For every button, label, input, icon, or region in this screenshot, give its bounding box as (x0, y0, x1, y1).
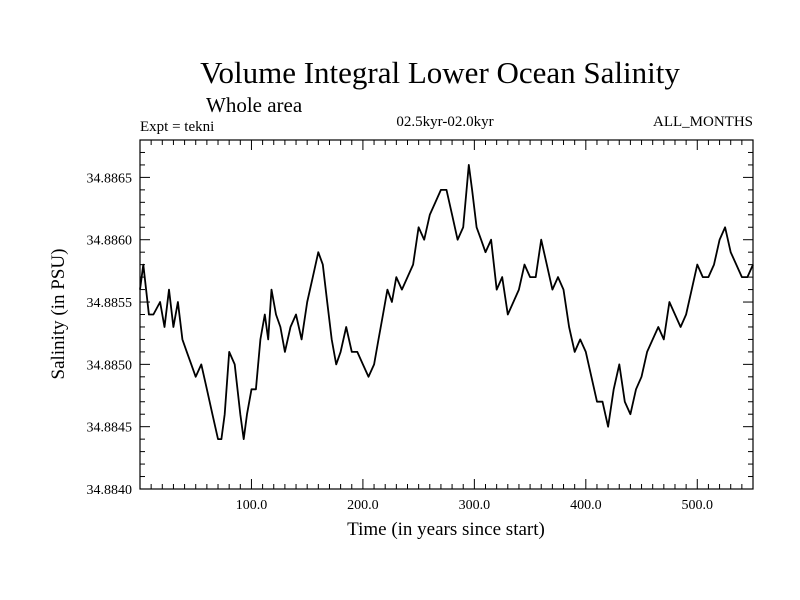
series-layer (139, 163, 754, 441)
x-tick-label: 300.0 (459, 498, 491, 513)
y-tick-label: 34.8850 (87, 358, 133, 373)
x-tick-label: 500.0 (682, 498, 714, 513)
y-tick-label: 34.8860 (87, 234, 133, 249)
series-line-salinity (139, 163, 754, 441)
y-tick-label: 34.8840 (87, 483, 133, 498)
y-tick-label: 34.8855 (87, 296, 133, 311)
y-tick-label: 34.8865 (87, 171, 133, 186)
x-tick-label: 200.0 (347, 498, 379, 513)
months-label: ALL_MONTHS (653, 114, 753, 130)
axis-ticks: 100.0 200.0 300.0 400.0 500.0 34.8840 34.8845 3… (87, 140, 753, 513)
period-label: 02.5kyr-02.0kyr (396, 114, 493, 130)
x-tick-label: 400.0 (570, 498, 602, 513)
x-tick-label: 100.0 (236, 498, 268, 513)
plot-frame (139, 139, 754, 490)
x-axis-label: Time (in years since start) (347, 519, 545, 540)
y-tick-label: 34.8845 (87, 421, 133, 436)
experiment-label: Expt = tekni (140, 119, 214, 135)
chart-title: Volume Integral Lower Ocean Salinity (200, 55, 680, 90)
chart-subtitle: Whole area (206, 93, 303, 117)
y-axis-label: Salinity (in PSU) (48, 249, 69, 380)
